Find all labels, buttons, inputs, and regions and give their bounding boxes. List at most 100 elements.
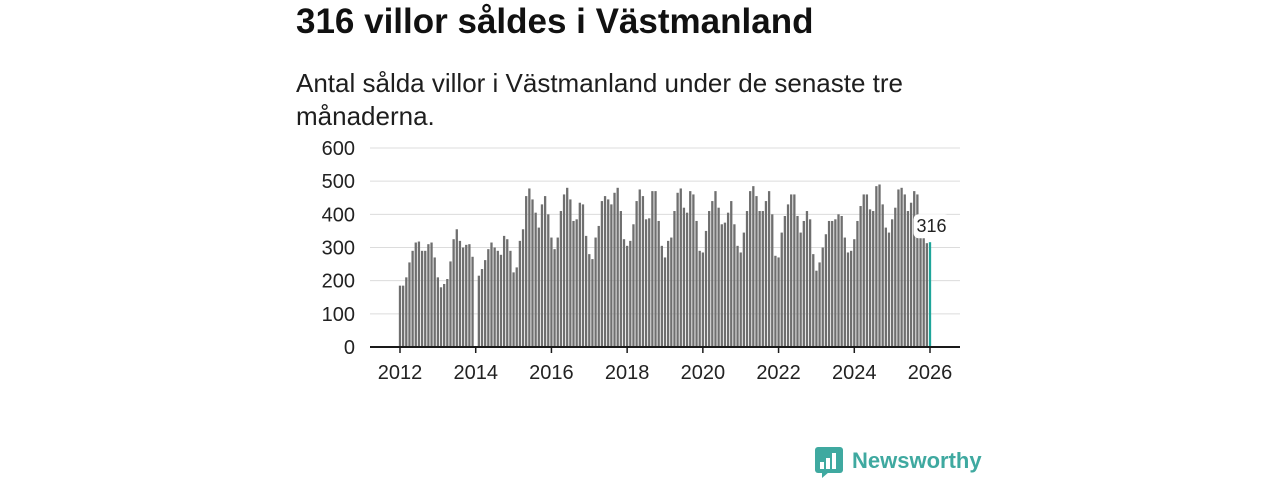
bar [433,257,436,347]
bar [591,259,594,347]
bar [774,255,777,347]
bar [837,214,840,347]
bar [531,199,534,347]
bar [909,202,913,347]
bar [603,196,607,347]
bar [695,220,698,347]
bar [654,191,657,347]
bar [749,191,752,347]
bar [808,219,812,347]
bar [556,237,559,347]
y-tick-label: 0 [344,337,355,359]
bar [834,219,837,347]
bar [793,194,796,347]
bar [673,211,676,347]
bar [638,189,641,347]
bar [812,254,815,347]
bar [449,261,452,347]
x-tick-label: 2016 [529,362,574,384]
bar [651,191,654,347]
bar [534,212,537,347]
bar [566,187,569,347]
bar [922,234,925,347]
bar [742,232,746,347]
bar [711,201,714,347]
bar [515,267,518,347]
bar [629,240,632,347]
bar [436,277,440,347]
bar [648,218,651,347]
bar [430,242,433,347]
bar [764,201,768,347]
bar [856,220,859,347]
bar [884,227,887,347]
bar [849,250,853,347]
bar [398,285,402,347]
bar [594,237,597,347]
bar [802,220,805,347]
bar [518,240,522,347]
bar [752,186,755,347]
bar [622,239,626,347]
bar [550,237,553,347]
bar [903,194,906,347]
y-tick-label: 100 [322,304,355,326]
y-axis-ticks: 0 100 200 300 400 500 600 [322,138,355,359]
bar [588,254,591,347]
bar [736,245,739,347]
bar [878,184,881,347]
bar [540,204,544,347]
bar [487,249,490,347]
bar [600,201,604,347]
bar [745,211,749,347]
bar [720,224,723,347]
bar [777,257,780,347]
bar [537,227,540,347]
bar [625,245,629,347]
bar-chart-speech-bubble-icon [815,447,843,478]
logo-icon-bar [820,462,824,469]
bar [881,204,884,347]
bar [424,250,427,347]
bar [755,196,758,347]
bar [670,237,673,347]
bar [872,211,875,347]
y-tick-label: 300 [322,238,355,260]
bar [890,219,894,347]
bar [739,252,742,347]
x-tick-label: 2014 [453,362,498,384]
x-tick-label: 2012 [378,362,423,384]
bar [875,186,878,347]
bar [824,234,828,347]
bar [676,192,679,347]
bar [730,201,733,347]
newsworthy-logo[interactable]: Newsworthy [814,446,984,478]
bar [578,202,581,347]
bar [547,214,550,347]
bar [584,235,588,347]
bar [758,211,761,347]
bar [925,243,928,347]
bar [597,225,600,347]
bar [509,250,512,347]
y-tick-label: 400 [322,204,355,226]
bar [477,275,481,347]
bar [408,262,411,347]
bar [783,215,787,347]
bar [805,211,809,347]
bar [796,215,799,347]
bar [704,230,708,347]
bar [692,194,695,347]
bar [458,240,462,347]
bar [723,222,727,348]
bar [616,187,619,347]
bar [480,269,484,347]
bar [455,229,458,347]
bar [733,224,736,347]
bar [714,191,717,347]
bar [427,244,430,347]
bar [543,196,547,347]
bar [443,283,446,347]
bar [499,254,503,347]
bar [521,229,525,347]
